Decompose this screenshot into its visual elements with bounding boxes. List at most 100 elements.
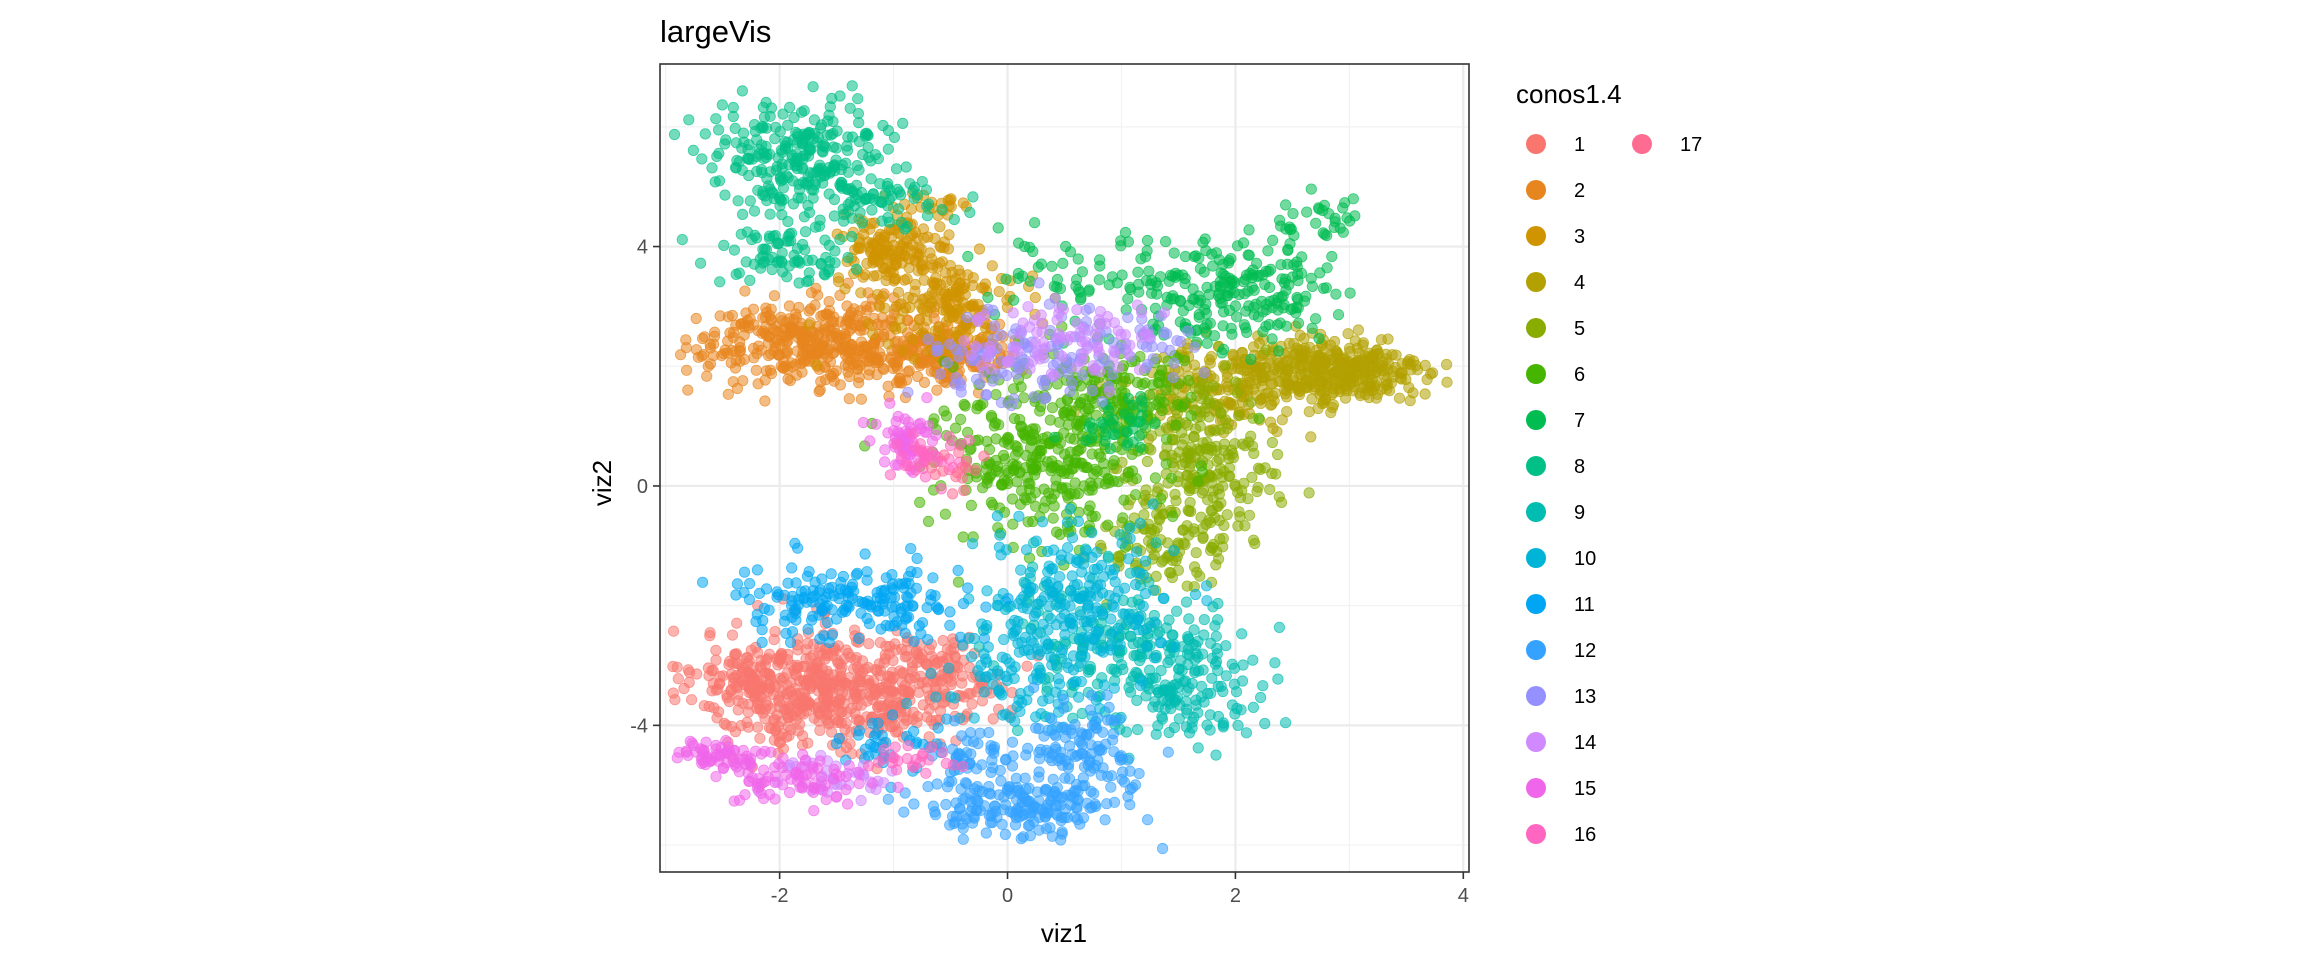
data-point <box>908 601 918 611</box>
data-point <box>1085 664 1095 674</box>
data-point <box>1153 721 1163 731</box>
data-point <box>1182 649 1192 659</box>
data-point <box>852 568 862 578</box>
data-point <box>1182 686 1192 696</box>
data-point <box>1205 517 1215 527</box>
data-point <box>1048 563 1058 573</box>
data-point <box>775 201 785 211</box>
data-point <box>760 713 770 723</box>
data-point <box>1062 517 1072 527</box>
data-point <box>1016 595 1026 605</box>
data-point <box>1085 766 1095 776</box>
data-point <box>1134 287 1144 297</box>
data-point <box>1275 318 1285 328</box>
data-point <box>871 664 881 674</box>
data-point <box>945 607 955 617</box>
data-point <box>1070 719 1080 729</box>
data-point <box>1070 785 1080 795</box>
data-point <box>1059 609 1069 619</box>
data-point <box>774 697 784 707</box>
data-point <box>808 193 818 203</box>
data-point <box>820 270 830 280</box>
data-point <box>710 327 720 337</box>
data-point <box>1087 385 1097 395</box>
data-point <box>856 394 866 404</box>
data-point <box>1136 254 1146 264</box>
data-point <box>1230 439 1240 449</box>
data-point <box>991 434 1001 444</box>
data-point <box>951 798 961 808</box>
data-point <box>928 573 938 583</box>
data-point <box>966 652 976 662</box>
data-point <box>774 349 784 359</box>
data-point <box>793 193 803 203</box>
data-point <box>1199 267 1209 277</box>
data-point <box>966 500 976 510</box>
data-point <box>789 112 799 122</box>
data-point <box>1329 336 1339 346</box>
data-point <box>1150 473 1160 483</box>
data-point <box>880 654 890 664</box>
data-point <box>1180 273 1190 283</box>
data-point <box>1034 724 1044 734</box>
data-point <box>1146 288 1156 298</box>
data-point <box>1113 477 1123 487</box>
data-point <box>865 600 875 610</box>
data-point <box>1057 829 1067 839</box>
data-point <box>1180 251 1190 261</box>
data-point <box>1005 712 1015 722</box>
data-point <box>815 725 825 735</box>
data-point <box>823 116 833 126</box>
data-point <box>1189 562 1199 572</box>
data-point <box>1338 227 1348 237</box>
data-point <box>1302 207 1312 217</box>
data-point <box>1171 420 1181 430</box>
data-point <box>795 258 805 268</box>
data-point <box>806 288 816 298</box>
data-point <box>1061 241 1071 251</box>
data-point <box>887 710 897 720</box>
data-point <box>692 669 702 679</box>
data-point <box>765 209 775 219</box>
data-point <box>804 320 814 330</box>
data-point <box>1039 592 1049 602</box>
data-point <box>896 217 906 227</box>
data-point <box>668 626 678 636</box>
data-point <box>1207 653 1217 663</box>
data-point <box>705 631 715 641</box>
data-point <box>953 577 963 587</box>
data-point <box>761 244 771 254</box>
data-point <box>739 587 749 597</box>
data-point <box>688 145 698 155</box>
data-point <box>1022 743 1032 753</box>
data-point <box>1001 671 1011 681</box>
data-point <box>907 334 917 344</box>
data-point <box>899 807 909 817</box>
data-point <box>1124 373 1134 383</box>
data-point <box>1035 744 1045 754</box>
data-point <box>717 100 727 110</box>
data-point <box>1029 611 1039 621</box>
data-point <box>926 668 936 678</box>
data-point <box>1074 421 1084 431</box>
data-point <box>1063 420 1073 430</box>
data-point <box>1092 723 1102 733</box>
data-point <box>901 162 911 172</box>
data-point <box>1125 523 1135 533</box>
data-point <box>1136 391 1146 401</box>
data-point <box>877 701 887 711</box>
data-point <box>1032 644 1042 654</box>
data-point <box>856 288 866 298</box>
data-point <box>754 144 764 154</box>
data-point <box>734 268 744 278</box>
data-point <box>837 687 847 697</box>
data-point <box>733 689 743 699</box>
data-point <box>924 292 934 302</box>
data-point <box>1170 453 1180 463</box>
data-point <box>1221 671 1231 681</box>
data-point <box>1237 676 1247 686</box>
data-point <box>1125 412 1135 422</box>
data-point <box>815 215 825 225</box>
data-point <box>1000 604 1010 614</box>
data-point <box>1215 293 1225 303</box>
